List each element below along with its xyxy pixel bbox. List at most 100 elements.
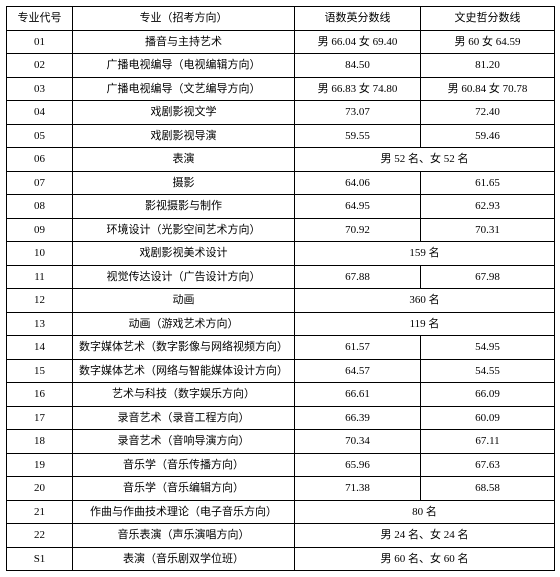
cell-major: 动画: [73, 289, 295, 313]
cell-score2: 67.98: [421, 265, 555, 289]
cell-score1: 男 66.83 女 74.80: [295, 77, 421, 101]
cell-code: 14: [7, 336, 73, 360]
cell-score1: 73.07: [295, 101, 421, 125]
table-row: 16艺术与科技（数字娱乐方向）66.6166.09: [7, 383, 555, 407]
cell-code: 17: [7, 406, 73, 430]
cell-code: 09: [7, 218, 73, 242]
cell-major: 环境设计（光影空间艺术方向）: [73, 218, 295, 242]
table-row: 18录音艺术（音响导演方向）70.3467.11: [7, 430, 555, 454]
cell-major: 表演: [73, 148, 295, 172]
cell-code: 02: [7, 54, 73, 78]
cell-major: 数字媒体艺术（网络与智能媒体设计方向）: [73, 359, 295, 383]
cell-code: 01: [7, 30, 73, 54]
cell-major: 音乐表演（声乐演唱方向）: [73, 524, 295, 548]
cell-score2: 62.93: [421, 195, 555, 219]
table-row: S1表演（音乐剧双学位班）男 60 名、女 60 名: [7, 547, 555, 571]
cell-merged-score: 159 名: [295, 242, 555, 266]
cell-merged-score: 80 名: [295, 500, 555, 524]
table-row: 04戏剧影视文学73.0772.40: [7, 101, 555, 125]
table-row: 07摄影64.0661.65: [7, 171, 555, 195]
cell-merged-score: 119 名: [295, 312, 555, 336]
table-row: 01播音与主持艺术男 66.04 女 69.40男 60 女 64.59: [7, 30, 555, 54]
cell-code: S1: [7, 547, 73, 571]
cell-score2: 72.40: [421, 101, 555, 125]
cell-score2: 68.58: [421, 477, 555, 501]
cell-score1: 67.88: [295, 265, 421, 289]
table-row: 15数字媒体艺术（网络与智能媒体设计方向）64.5754.55: [7, 359, 555, 383]
cell-major: 广播电视编导（文艺编导方向）: [73, 77, 295, 101]
table-row: 14数字媒体艺术（数字影像与网络视频方向）61.5754.95: [7, 336, 555, 360]
cell-code: 22: [7, 524, 73, 548]
cell-score1: 84.50: [295, 54, 421, 78]
cell-major: 音乐学（音乐传播方向）: [73, 453, 295, 477]
cell-code: 03: [7, 77, 73, 101]
cell-code: 07: [7, 171, 73, 195]
cell-major: 广播电视编导（电视编辑方向）: [73, 54, 295, 78]
table-row: 19音乐学（音乐传播方向）65.9667.63: [7, 453, 555, 477]
header-major: 专业（招考方向）: [73, 7, 295, 31]
cell-score2: 59.46: [421, 124, 555, 148]
table-row: 11视觉传达设计（广告设计方向）67.8867.98: [7, 265, 555, 289]
header-code: 专业代号: [7, 7, 73, 31]
score-table: 专业代号 专业（招考方向） 语数英分数线 文史哲分数线 01播音与主持艺术男 6…: [6, 6, 555, 571]
cell-score1: 64.57: [295, 359, 421, 383]
header-score2: 文史哲分数线: [421, 7, 555, 31]
table-row: 03广播电视编导（文艺编导方向）男 66.83 女 74.80男 60.84 女…: [7, 77, 555, 101]
table-row: 12动画360 名: [7, 289, 555, 313]
cell-code: 12: [7, 289, 73, 313]
header-score1: 语数英分数线: [295, 7, 421, 31]
table-header-row: 专业代号 专业（招考方向） 语数英分数线 文史哲分数线: [7, 7, 555, 31]
cell-major: 戏剧影视导演: [73, 124, 295, 148]
cell-code: 21: [7, 500, 73, 524]
cell-score2: 81.20: [421, 54, 555, 78]
cell-major: 艺术与科技（数字娱乐方向）: [73, 383, 295, 407]
cell-score2: 男 60.84 女 70.78: [421, 77, 555, 101]
cell-score2: 70.31: [421, 218, 555, 242]
cell-score2: 61.65: [421, 171, 555, 195]
cell-code: 16: [7, 383, 73, 407]
cell-score2: 67.63: [421, 453, 555, 477]
cell-score1: 71.38: [295, 477, 421, 501]
cell-code: 05: [7, 124, 73, 148]
cell-merged-score: 男 24 名、女 24 名: [295, 524, 555, 548]
table-row: 17录音艺术（录音工程方向）66.3960.09: [7, 406, 555, 430]
cell-code: 06: [7, 148, 73, 172]
cell-merged-score: 360 名: [295, 289, 555, 313]
cell-score1: 64.95: [295, 195, 421, 219]
cell-major: 录音艺术（录音工程方向）: [73, 406, 295, 430]
table-row: 09环境设计（光影空间艺术方向）70.9270.31: [7, 218, 555, 242]
table-row: 06表演男 52 名、女 52 名: [7, 148, 555, 172]
table-row: 22音乐表演（声乐演唱方向）男 24 名、女 24 名: [7, 524, 555, 548]
table-row: 02广播电视编导（电视编辑方向）84.5081.20: [7, 54, 555, 78]
cell-score1: 65.96: [295, 453, 421, 477]
cell-major: 视觉传达设计（广告设计方向）: [73, 265, 295, 289]
cell-score2: 54.55: [421, 359, 555, 383]
cell-code: 10: [7, 242, 73, 266]
cell-major: 影视摄影与制作: [73, 195, 295, 219]
cell-code: 19: [7, 453, 73, 477]
cell-major: 动画（游戏艺术方向）: [73, 312, 295, 336]
table-row: 08影视摄影与制作64.9562.93: [7, 195, 555, 219]
table-row: 20音乐学（音乐编辑方向）71.3868.58: [7, 477, 555, 501]
cell-score1: 59.55: [295, 124, 421, 148]
cell-code: 15: [7, 359, 73, 383]
cell-score1: 64.06: [295, 171, 421, 195]
cell-major: 播音与主持艺术: [73, 30, 295, 54]
cell-major: 戏剧影视文学: [73, 101, 295, 125]
cell-major: 作曲与作曲技术理论（电子音乐方向）: [73, 500, 295, 524]
cell-score2: 54.95: [421, 336, 555, 360]
cell-merged-score: 男 60 名、女 60 名: [295, 547, 555, 571]
cell-code: 11: [7, 265, 73, 289]
cell-code: 18: [7, 430, 73, 454]
cell-score1: 61.57: [295, 336, 421, 360]
cell-score2: 66.09: [421, 383, 555, 407]
cell-score1: 70.92: [295, 218, 421, 242]
cell-code: 20: [7, 477, 73, 501]
cell-score1: 男 66.04 女 69.40: [295, 30, 421, 54]
cell-major: 录音艺术（音响导演方向）: [73, 430, 295, 454]
cell-score2: 男 60 女 64.59: [421, 30, 555, 54]
cell-score2: 60.09: [421, 406, 555, 430]
cell-major: 数字媒体艺术（数字影像与网络视频方向）: [73, 336, 295, 360]
cell-major: 表演（音乐剧双学位班）: [73, 547, 295, 571]
cell-code: 04: [7, 101, 73, 125]
